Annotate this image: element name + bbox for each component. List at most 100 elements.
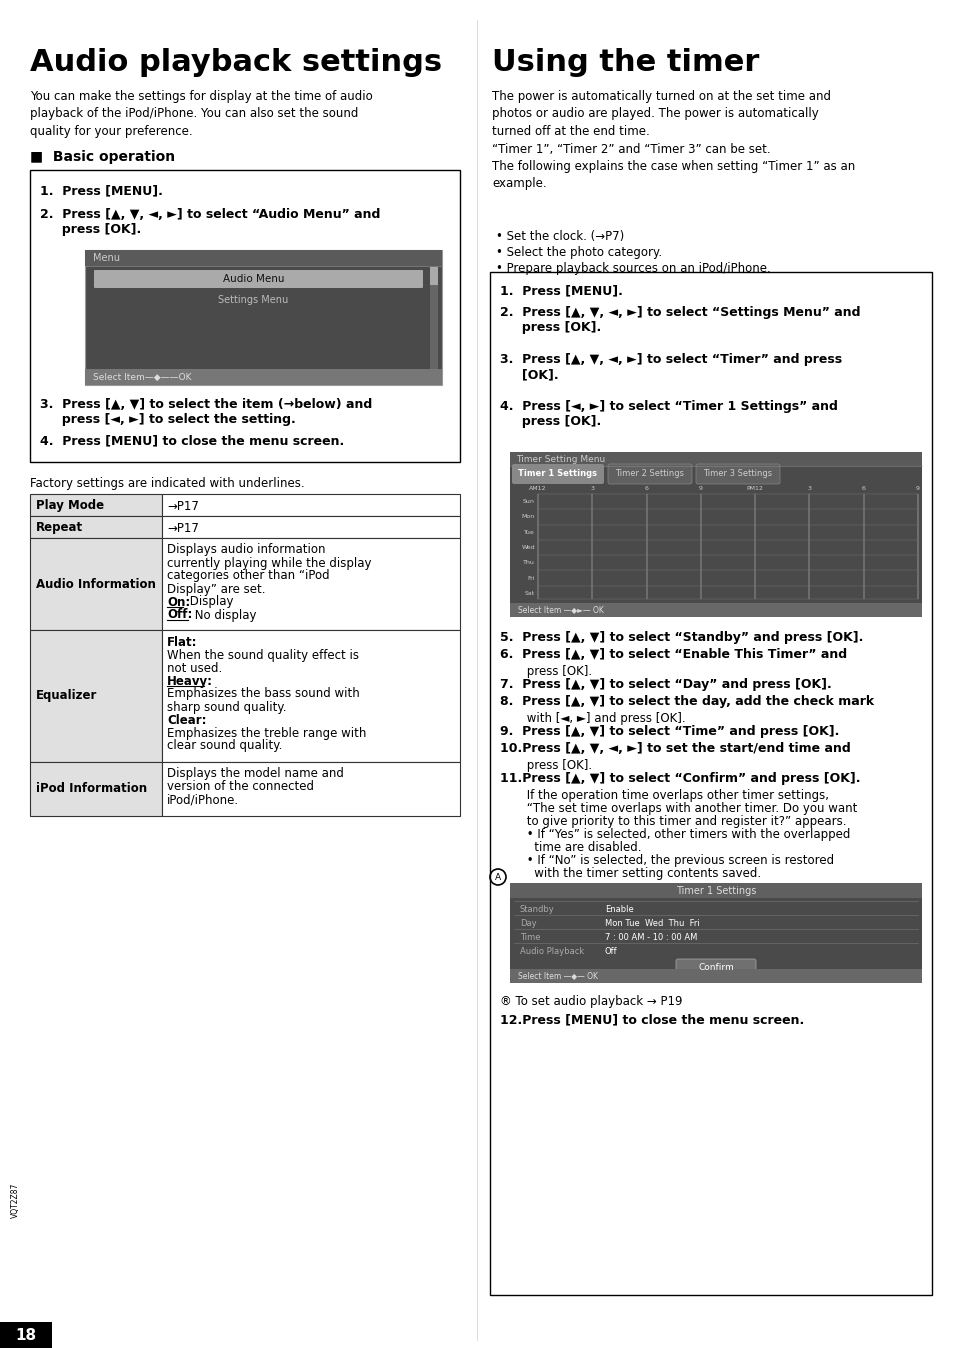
Text: Factory settings are indicated with underlines.: Factory settings are indicated with unde… [30, 477, 304, 491]
Text: press [OK].: press [OK]. [507, 759, 592, 772]
Bar [430, 267, 437, 284]
Text: currently playing while the display: currently playing while the display [167, 557, 371, 569]
Text: Mon: Mon [521, 515, 535, 519]
Text: version of the connected: version of the connected [167, 780, 314, 794]
Text: 5.  Press [▲, ▼] to select “Standby” and press [OK].: 5. Press [▲, ▼] to select “Standby” and … [499, 631, 862, 644]
Text: 3: 3 [590, 487, 594, 491]
Text: 2.  Press [▲, ▼, ◄, ►] to select “Settings Menu” and: 2. Press [▲, ▼, ◄, ►] to select “Setting… [499, 306, 860, 319]
Text: 9: 9 [915, 487, 919, 491]
Text: 9.  Press [▲, ▼] to select “Time” and press [OK].: 9. Press [▲, ▼] to select “Time” and pre… [499, 725, 839, 737]
Text: Time: Time [519, 933, 540, 941]
Text: press [OK].: press [OK]. [499, 321, 600, 334]
Text: Enable: Enable [604, 905, 633, 914]
Text: 4.  Press [MENU] to close the menu screen.: 4. Press [MENU] to close the menu screen… [40, 434, 344, 448]
Text: No display: No display [191, 608, 256, 621]
Text: 3.  Press [▲, ▼] to select the item (→below) and: 3. Press [▲, ▼] to select the item (→bel… [40, 398, 372, 411]
Text: Timer 1 Settings: Timer 1 Settings [518, 469, 597, 479]
Bar [30, 762, 162, 816]
Bar [490, 272, 931, 1295]
Text: press [OK].: press [OK]. [40, 222, 141, 236]
Text: Standby: Standby [519, 905, 554, 914]
Text: Tue: Tue [524, 530, 535, 535]
Text: press [OK].: press [OK]. [499, 415, 600, 429]
FancyBboxPatch shape [696, 464, 780, 484]
Bar [0, 1322, 52, 1348]
Text: Audio Information: Audio Information [36, 577, 155, 590]
Bar [30, 493, 162, 516]
Text: →P17: →P17 [167, 500, 198, 512]
Bar [85, 249, 441, 266]
Bar [30, 516, 162, 538]
Text: Displays the model name and: Displays the model name and [167, 767, 343, 780]
Text: with [◄, ►] and press [OK].: with [◄, ►] and press [OK]. [507, 712, 685, 725]
Text: The power is automatically turned on at the set time and
photos or audio are pla: The power is automatically turned on at … [492, 90, 854, 190]
Text: Audio Playback: Audio Playback [519, 946, 583, 956]
Text: iPod Information: iPod Information [36, 782, 147, 795]
Bar [162, 516, 459, 538]
FancyBboxPatch shape [94, 270, 422, 288]
Bar [30, 538, 162, 630]
Text: 9: 9 [699, 487, 702, 491]
Text: time are disabled.: time are disabled. [507, 841, 640, 855]
Text: Play Mode: Play Mode [36, 499, 104, 511]
Text: Off: Off [604, 946, 617, 956]
Text: AM12: AM12 [529, 487, 546, 491]
Text: Displays audio information: Displays audio information [167, 543, 325, 557]
Text: →P17: →P17 [167, 522, 198, 535]
Text: PM12: PM12 [746, 487, 762, 491]
Bar [510, 452, 921, 617]
Text: press [OK].: press [OK]. [507, 665, 592, 678]
Text: [OK].: [OK]. [499, 368, 558, 381]
Text: Flat:: Flat: [167, 635, 197, 648]
Bar [162, 762, 459, 816]
Text: Timer Setting Menu: Timer Setting Menu [516, 454, 604, 464]
Text: 2.  Press [▲, ▼, ◄, ►] to select “Audio Menu” and: 2. Press [▲, ▼, ◄, ►] to select “Audio M… [40, 208, 380, 221]
Text: Select Item —◆►— OK: Select Item —◆►— OK [517, 605, 603, 615]
Text: • Select the photo category.: • Select the photo category. [496, 245, 661, 259]
Text: Equalizer: Equalizer [36, 689, 97, 702]
FancyBboxPatch shape [512, 464, 603, 484]
Bar [510, 603, 921, 617]
Text: 4.  Press [◄, ►] to select “Timer 1 Settings” and: 4. Press [◄, ►] to select “Timer 1 Setti… [499, 400, 837, 412]
Bar [85, 369, 441, 386]
Text: 12.Press [MENU] to close the menu screen.: 12.Press [MENU] to close the menu screen… [499, 1012, 803, 1026]
Text: 7.  Press [▲, ▼] to select “Day” and press [OK].: 7. Press [▲, ▼] to select “Day” and pres… [499, 678, 831, 692]
Text: ■  Basic operation: ■ Basic operation [30, 150, 175, 164]
Bar [30, 630, 162, 762]
Text: Display” are set.: Display” are set. [167, 582, 265, 596]
Text: “The set time overlaps with another timer. Do you want: “The set time overlaps with another time… [507, 802, 857, 816]
Text: • Prepare playback sources on an iPod/iPhone.: • Prepare playback sources on an iPod/iP… [496, 262, 770, 275]
Text: Timer 2 Settings: Timer 2 Settings [615, 469, 684, 479]
Bar [162, 630, 459, 762]
Text: 6.  Press [▲, ▼] to select “Enable This Timer” and: 6. Press [▲, ▼] to select “Enable This T… [499, 648, 846, 661]
Text: 7 : 00 AM - 10 : 00 AM: 7 : 00 AM - 10 : 00 AM [604, 933, 697, 941]
Bar [510, 883, 921, 983]
Text: Heavy:: Heavy: [167, 674, 213, 687]
Bar [430, 270, 437, 380]
Text: sharp sound quality.: sharp sound quality. [167, 701, 286, 713]
Text: Timer 1 Settings: Timer 1 Settings [675, 886, 756, 895]
Text: Settings Menu: Settings Menu [218, 295, 289, 305]
Text: Day: Day [519, 918, 536, 927]
Text: Thu: Thu [522, 561, 535, 565]
Text: A: A [495, 872, 500, 882]
Bar [162, 538, 459, 630]
Bar [510, 969, 921, 983]
FancyBboxPatch shape [607, 464, 691, 484]
Text: Wed: Wed [521, 545, 535, 550]
Text: 6: 6 [861, 487, 864, 491]
Text: 6: 6 [644, 487, 648, 491]
Text: Using the timer: Using the timer [492, 49, 759, 77]
Text: with the timer setting contents saved.: with the timer setting contents saved. [507, 867, 760, 880]
Text: Select Item —◆— OK: Select Item —◆— OK [517, 972, 598, 980]
Text: You can make the settings for display at the time of audio
playback of the iPod/: You can make the settings for display at… [30, 90, 373, 137]
Text: to give priority to this timer and register it?” appears.: to give priority to this timer and regis… [507, 816, 845, 828]
Text: Emphasizes the treble range with: Emphasizes the treble range with [167, 727, 366, 740]
Text: press [◄, ►] to select the setting.: press [◄, ►] to select the setting. [40, 412, 295, 426]
Text: Repeat: Repeat [36, 520, 83, 534]
Bar [162, 493, 459, 516]
Text: 1.  Press [MENU].: 1. Press [MENU]. [40, 183, 163, 197]
Text: Sun: Sun [522, 499, 535, 504]
Text: Sat: Sat [524, 590, 535, 596]
Bar [30, 170, 459, 462]
